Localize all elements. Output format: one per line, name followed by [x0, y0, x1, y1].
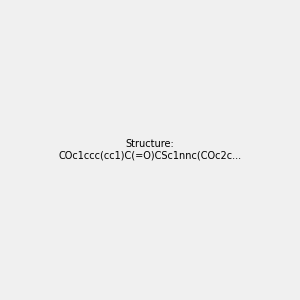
Text: Structure:
COc1ccc(cc1)C(=O)CSc1nnc(COc2c...: Structure: COc1ccc(cc1)C(=O)CSc1nnc(COc2… — [58, 139, 242, 161]
